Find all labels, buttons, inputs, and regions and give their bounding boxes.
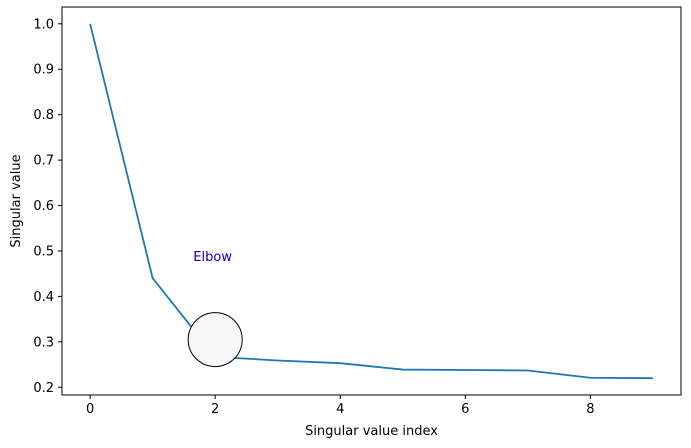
x-axis: 0 2 4 6 8: [86, 395, 594, 417]
y-tick-label: 0.7: [33, 154, 54, 169]
x-tick-label: 2: [211, 402, 219, 417]
y-axis: 0.2 0.3 0.4 0.5 0.6 0.7 0.8 0.9 1.0: [33, 17, 62, 396]
y-tick-label: 0.2: [33, 381, 54, 396]
y-tick-label: 0.8: [33, 108, 54, 123]
elbow-marker-circle: [187, 312, 243, 368]
x-axis-label: Singular value index: [305, 424, 438, 439]
y-tick-label: 0.5: [33, 244, 54, 259]
series-layer: [89, 23, 653, 380]
y-tick-label: 1.0: [33, 17, 54, 32]
y-tick-label: 0.4: [33, 290, 54, 305]
elbow-annotation-label: Elbow: [193, 250, 232, 265]
plot-area-frame: [61, 6, 682, 396]
y-tick-label: 0.6: [33, 199, 54, 214]
y-tick-label: 0.3: [33, 335, 54, 350]
x-tick-label: 6: [461, 402, 469, 417]
x-tick-label: 4: [336, 402, 344, 417]
x-tick-label: 8: [586, 402, 594, 417]
series-line: [89, 23, 653, 380]
x-tick-label: 0: [86, 402, 94, 417]
y-tick-label: 0.9: [33, 63, 54, 78]
annotation-layer: Elbow: [187, 250, 243, 368]
y-axis-label: Singular value: [9, 154, 24, 247]
